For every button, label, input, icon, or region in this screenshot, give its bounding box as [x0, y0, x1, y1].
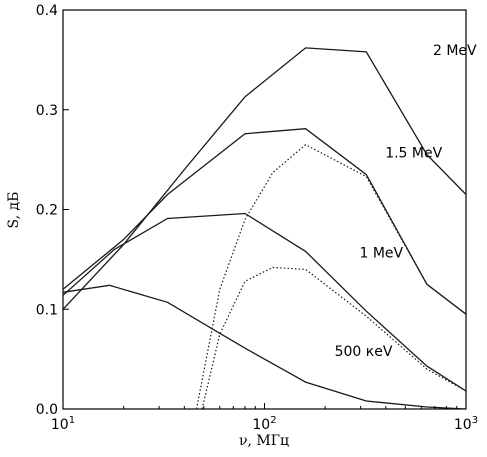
y-tick-label-3: 0.3 [36, 103, 58, 119]
y-tick-label-4: 0.4 [36, 3, 58, 19]
plot-frame [62, 9, 467, 410]
label-layer: 2 МеV 1.5 МеV 1 МеV 500 кеV [335, 43, 477, 360]
y-axis-title: S, дБ [6, 192, 22, 229]
y-tick-label-0: 0.0 [36, 402, 58, 418]
series-layer [62, 47, 467, 410]
series-label-1: 1.5 МеV [385, 146, 442, 162]
y-tick-label-2: 0.2 [36, 203, 58, 219]
dotted-series-line-5 [201, 266, 467, 410]
x-axis-title: ν, МГц [239, 433, 289, 449]
series-line-3 [62, 284, 467, 410]
x-tick-label-2: 103 [454, 415, 478, 433]
y-tick-label-1: 0.1 [36, 302, 58, 318]
series-line-2 [62, 212, 467, 392]
series-label-3: 500 кеV [335, 344, 393, 360]
series-label-2: 1 МеV [359, 245, 403, 261]
series-line-0 [62, 47, 467, 310]
dotted-series-line-4 [195, 143, 467, 410]
series-line-1 [62, 128, 467, 315]
x-tick-label-1: 102 [252, 415, 276, 433]
series-label-0: 2 МеV [433, 43, 477, 59]
